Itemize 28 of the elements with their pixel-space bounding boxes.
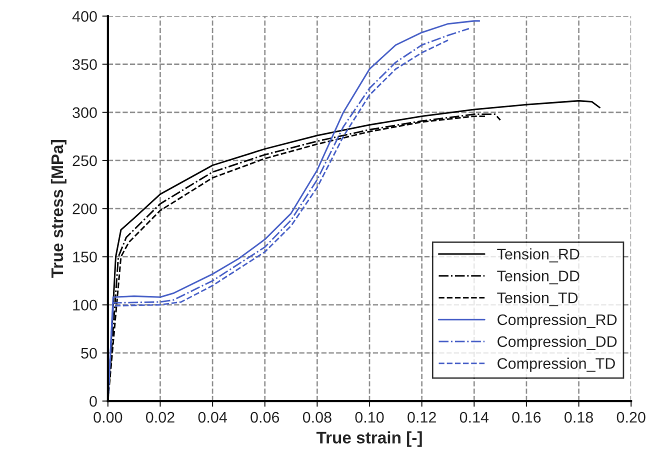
x-tick-label: 0.10 [355, 412, 384, 423]
y-tick-label: 300 [72, 107, 97, 118]
legend-label: Tension_DD [497, 270, 580, 284]
y-tick-label: 100 [73, 300, 97, 311]
y-tick-label: 400 [72, 11, 97, 22]
x-tick-label: 0.20 [616, 412, 646, 423]
y-tick-label: 150 [73, 252, 97, 262]
x-tick-label: 0.00 [94, 412, 122, 423]
x-tick-label: 0.18 [564, 412, 593, 423]
legend-label: Tension_TD [497, 292, 578, 306]
x-tick-label: 0.12 [408, 412, 436, 423]
legend-label: Compression_TD [498, 358, 615, 372]
x-tick-label: 0.04 [198, 412, 227, 423]
x-tick-label: 0.08 [302, 412, 332, 423]
legend-label: Compression_RD [498, 314, 617, 328]
legend-label: Tension_RD [497, 248, 580, 262]
x-tick-label: 0.16 [512, 412, 541, 423]
y-axis-title: True stress [MPa] [50, 140, 66, 278]
x-tick-label: 0.14 [460, 412, 489, 423]
x-tick-label: 0.06 [250, 412, 280, 423]
y-tick-label: 250 [72, 155, 97, 166]
y-tick-label: 50 [81, 348, 97, 359]
x-tick-label: 0.02 [146, 412, 174, 423]
x-axis-title: True strain [-] [316, 431, 422, 447]
y-tick-label: 200 [72, 203, 97, 214]
y-tick-label: 350 [72, 59, 97, 70]
y-tick-label: 0 [90, 396, 97, 407]
legend-label: Compression_DD [498, 336, 617, 350]
